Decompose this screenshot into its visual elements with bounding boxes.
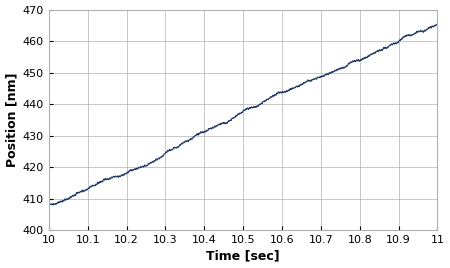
Y-axis label: Position [nm]: Position [nm] [5, 73, 18, 167]
X-axis label: Time [sec]: Time [sec] [207, 250, 280, 262]
